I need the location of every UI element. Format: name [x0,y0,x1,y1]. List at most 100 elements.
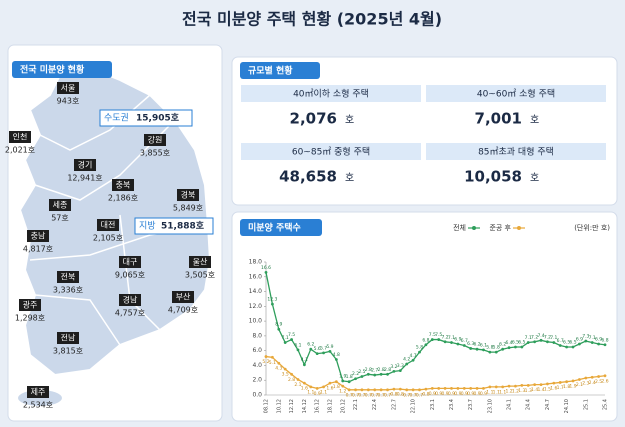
data-point [558,381,562,384]
region-value: 12,941호 [67,174,102,183]
data-point [354,377,357,381]
data-point [526,383,530,387]
data-label: 0.8 [422,392,429,398]
data-point [264,355,268,358]
x-tick-label: 20.12 [340,399,346,413]
data-point [296,348,300,352]
data-point [341,379,345,383]
x-tick-label: 16.12 [315,399,321,413]
data-label: 1.4 [531,387,538,393]
data-point [405,388,409,392]
data-point [578,342,581,346]
region-name: 울산 [193,257,208,267]
data-label: 6.9 [595,337,602,343]
region-name: 경기 [78,160,93,170]
region-value: 57호 [51,214,69,223]
data-point [456,386,460,390]
summary-value: 15,905호 [136,113,180,124]
data-label: 7.2 [544,334,551,340]
data-label: 0.7 [352,392,359,398]
y-tick-label: 0.0 [252,392,262,399]
data-point [347,388,351,392]
data-point [443,340,447,344]
data-label: 0.9 [442,391,449,397]
x-tick-label: 08.12 [264,399,270,413]
region-name: 충남 [31,232,46,241]
data-label: 1.9 [569,383,576,389]
tab-label: 규모별 현황 [248,65,293,77]
data-point [392,387,396,391]
data-label: 1.2 [339,389,346,395]
data-point [379,372,383,376]
chart-panel [231,211,618,422]
data-point [565,380,569,384]
x-tick-label: 22.4 [372,399,378,410]
data-point [546,340,549,344]
data-point [603,343,607,347]
cell-label: 85㎡초과 대형 주택 [478,147,554,158]
region-value: 3,855호 [140,149,170,158]
summary-box [99,109,193,127]
data-label: 5.8 [493,345,500,351]
data-point [366,388,370,392]
data-point [360,388,364,392]
data-point [494,385,498,389]
x-tick-label: 18.12 [327,399,333,413]
tab-label: 전국 미분양 현황 [20,64,85,76]
data-point [418,350,421,354]
region-name-bg [27,386,49,398]
data-label: 0.9 [467,391,474,397]
data-point [469,386,473,390]
region-name-bg [119,294,141,306]
data-point [328,381,332,385]
data-label: 2.4 [589,380,596,386]
y-tick-label: 4.0 [252,362,262,369]
y-tick-label: 18.0 [249,259,263,266]
data-point [315,352,319,356]
region-value: 1,298호 [15,314,45,323]
region-name: 부산 [176,292,191,302]
data-label: 0.9 [473,391,480,397]
data-point [360,375,364,378]
region-value: 2,105호 [93,234,123,243]
y-tick-label: 8.0 [252,332,262,339]
data-point [520,345,524,349]
data-label: 6.2 [499,342,506,348]
data-point [584,339,588,343]
data-point [398,387,402,391]
region-name-bg [57,271,79,283]
data-label: 0.9 [314,391,321,397]
data-point [584,376,588,380]
data-label: 0.9 [429,391,436,397]
data-label: 6.9 [454,337,461,343]
data-point [411,358,415,362]
data-label: 1.8 [333,384,340,390]
region-name: 서울 [61,84,76,93]
data-label: 6.2 [307,342,314,348]
data-point [373,373,377,377]
x-tick-label: 23.10 [487,399,493,413]
y-tick-label: 12.0 [249,303,263,310]
region-name: 전남 [61,333,76,343]
data-label: 2.8 [365,367,372,373]
legend-label: 준공 후 [489,224,511,232]
data-label: 7.1 [282,335,289,341]
region-value: 4,817호 [23,245,53,254]
region-value: 4,757호 [115,309,145,318]
data-label: 0.8 [390,392,397,398]
data-label: 6.2 [473,342,480,348]
data-label: 0.7 [378,392,385,398]
data-label: 6.3 [467,341,474,347]
data-point [437,386,441,390]
y-tick-label: 2.0 [252,377,262,384]
data-label: 6.8 [422,337,429,343]
data-label: 5.6 [314,346,321,352]
data-point [482,386,485,390]
region-name-bg [172,291,194,303]
data-point [482,348,485,352]
data-point [424,343,428,347]
region-name-bg [9,131,31,143]
summary-box [134,217,214,235]
unit-note: (단위:만 호) [574,223,610,232]
x-tick-label: 14.12 [302,399,308,413]
